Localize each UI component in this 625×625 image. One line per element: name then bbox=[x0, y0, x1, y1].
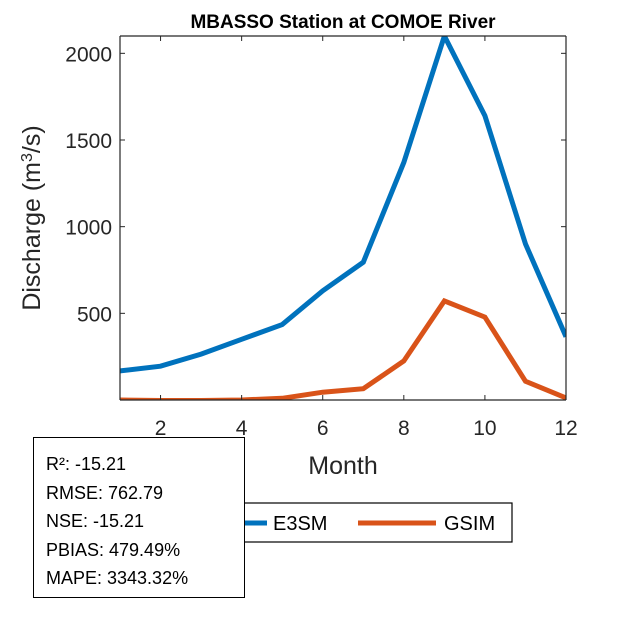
y-axis-title: Discharge (m3/s) bbox=[18, 125, 46, 310]
ticks-layer: 2 4 6 8 10 12 500 1000 1500 2000 bbox=[65, 36, 578, 440]
x-tick-label: 12 bbox=[554, 417, 577, 440]
stats-box: R²: -15.21 RMSE: 762.79 NSE: -15.21 PBIA… bbox=[33, 437, 245, 598]
stats-pbias: PBIAS: 479.49% bbox=[46, 539, 181, 560]
axes-layer bbox=[119, 35, 567, 401]
stats-nse: NSE: -15.21 bbox=[46, 511, 145, 531]
legend-label-gsim: GSIM bbox=[444, 513, 495, 535]
x-axis-title: Month bbox=[308, 452, 377, 480]
x-tick-label: 10 bbox=[473, 417, 496, 440]
legend-label-e3sm: E3SM bbox=[273, 513, 327, 535]
y-tick-label: 1000 bbox=[65, 217, 112, 240]
y-tick-label: 500 bbox=[77, 303, 112, 326]
x-tick-label: 4 bbox=[236, 417, 248, 440]
stats-rmse: RMSE: 762.79 bbox=[46, 482, 164, 503]
x-tick-label: 6 bbox=[317, 417, 329, 440]
x-tick-label: 8 bbox=[398, 417, 410, 440]
stats-r2: R²: -15.21 bbox=[46, 454, 127, 474]
plot-area bbox=[120, 36, 566, 400]
chart-title: MBASSO Station at COMOE River bbox=[190, 12, 496, 33]
series-line-e3sm bbox=[120, 36, 566, 374]
y-tick-label: 2000 bbox=[65, 43, 112, 66]
legend: E3SM GSIM bbox=[235, 502, 513, 543]
series-line-gsim bbox=[120, 297, 566, 400]
series-layer bbox=[120, 36, 566, 400]
x-tick-label: 2 bbox=[155, 417, 167, 440]
stats-mape: MAPE: 3343.32% bbox=[46, 568, 189, 588]
y-tick-label: 1500 bbox=[65, 130, 112, 153]
